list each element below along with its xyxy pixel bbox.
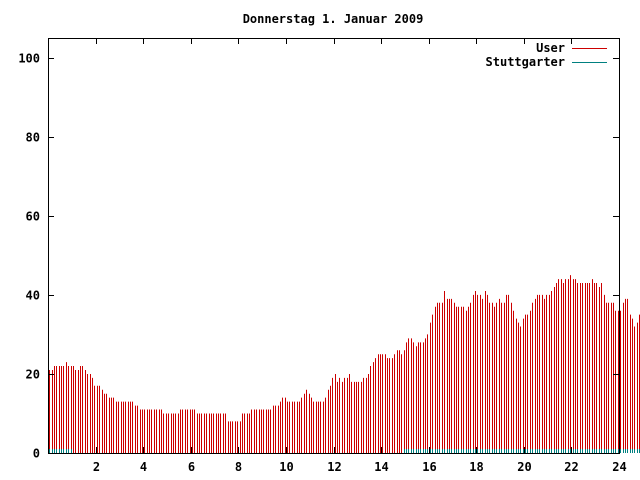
y-tick-label: 100 (18, 52, 40, 66)
y-tick-label: 20 (26, 368, 40, 382)
x-tick-label: 22 (564, 460, 578, 474)
user-series-bars (49, 275, 640, 453)
legend-label-user: User (536, 41, 565, 55)
x-tick-label: 18 (469, 460, 483, 474)
x-tick-label: 12 (327, 460, 341, 474)
legend-entry-stuttgarter: Stuttgarter (486, 55, 607, 69)
x-axis: 2 4 6 8 10 12 14 16 18 20 22 24 (93, 38, 627, 474)
chart-title: Donnerstag 1. Januar 2009 (243, 12, 424, 26)
stuttgarter-series-bars (49, 449, 640, 453)
x-tick-label: 2 (93, 460, 100, 474)
x-tick-label: 20 (517, 460, 531, 474)
x-tick-label: 6 (188, 460, 195, 474)
x-tick-label: 16 (422, 460, 436, 474)
plot-area-frame (48, 38, 620, 454)
y-tick-label: 0 (33, 447, 40, 461)
x-tick-label: 24 (612, 460, 626, 474)
y-tick-label: 40 (26, 289, 40, 303)
x-tick-label: 14 (374, 460, 388, 474)
y-tick-label: 80 (26, 131, 40, 145)
legend-label-stuttgarter: Stuttgarter (486, 55, 565, 69)
x-tick-label: 8 (235, 460, 242, 474)
y-tick-label: 60 (26, 210, 40, 224)
x-tick-label: 10 (279, 460, 293, 474)
legend: User Stuttgarter (486, 41, 607, 69)
y-axis: 0 20 40 60 80 100 (18, 52, 619, 461)
legend-entry-user: User (536, 41, 607, 55)
x-tick-label: 4 (140, 460, 147, 474)
